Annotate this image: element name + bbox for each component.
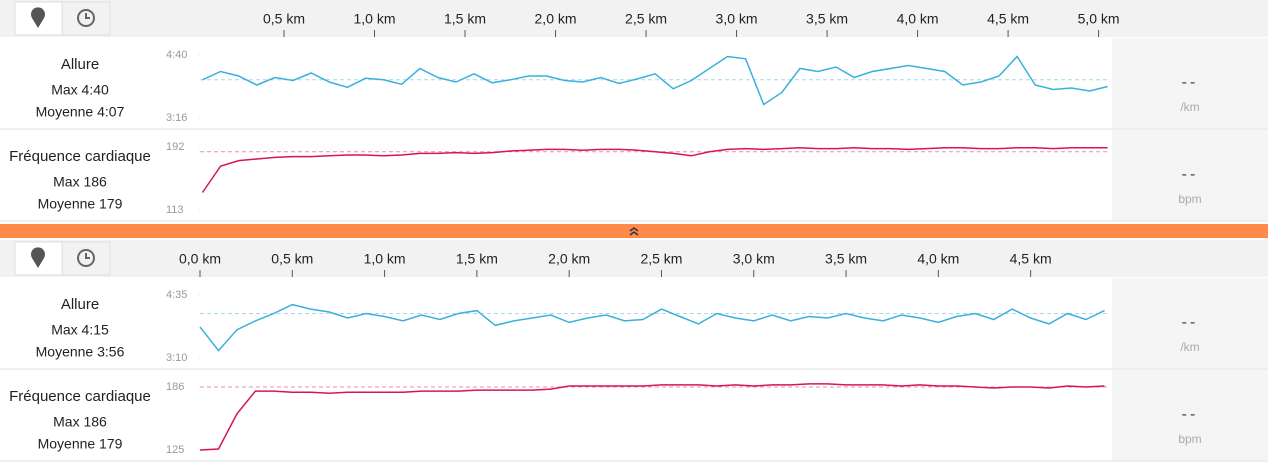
current-panel xyxy=(1112,38,1268,128)
row-separator xyxy=(0,460,1268,462)
row-separator xyxy=(0,220,1268,222)
x-tick-label: 4,0 km xyxy=(917,251,959,267)
x-tick-label: 1,5 km xyxy=(456,251,498,267)
row-max: Max 186 xyxy=(53,174,107,190)
y-tick-label: 3:10 xyxy=(166,352,187,364)
x-tick-label: 3,0 km xyxy=(733,251,775,267)
current-panel xyxy=(1112,130,1268,220)
y-tick-label: 4:40 xyxy=(166,49,187,61)
row-max: Max 4:15 xyxy=(51,322,109,338)
data-line xyxy=(201,147,1108,193)
current-unit: /km xyxy=(1180,100,1199,114)
x-tick-label: 2,0 km xyxy=(535,11,577,27)
x-tick-label: 0,5 km xyxy=(263,11,305,27)
row-average: Moyenne 3:56 xyxy=(36,344,125,360)
row-average: Moyenne 4:07 xyxy=(36,104,125,120)
pin-icon xyxy=(31,247,46,268)
clock-icon xyxy=(77,249,95,267)
y-tick-label: 125 xyxy=(166,444,184,456)
clock-icon xyxy=(77,9,95,27)
y-tick-label: 3:16 xyxy=(166,112,187,124)
row-title: Fréquence cardiaque xyxy=(9,388,151,405)
data-line xyxy=(199,383,1105,451)
splitter-icon[interactable] xyxy=(629,227,639,236)
row-max: Max 186 xyxy=(53,414,107,430)
y-tick-label: 192 xyxy=(166,141,184,153)
axis-header xyxy=(0,0,1268,37)
clock-hands xyxy=(85,13,90,19)
row-separator xyxy=(0,368,1268,370)
row-title: Fréquence cardiaque xyxy=(9,148,151,165)
splitter[interactable] xyxy=(0,224,1268,238)
current-unit: /km xyxy=(1180,340,1199,354)
pin-icon xyxy=(31,7,45,28)
current-panel xyxy=(1112,278,1268,368)
row-separator xyxy=(0,128,1268,130)
x-tick-label: 3,5 km xyxy=(825,251,867,267)
data-line xyxy=(199,303,1105,352)
y-tick-label: 113 xyxy=(166,204,184,216)
axis-header xyxy=(0,240,1268,277)
x-tick-label: 4,0 km xyxy=(897,11,939,27)
current-panel xyxy=(1112,370,1268,460)
current-unit: bpm xyxy=(1178,432,1201,446)
x-tick-label: 1,0 km xyxy=(353,11,395,27)
clock-hands xyxy=(85,253,90,259)
x-tick-label: 5,0 km xyxy=(1078,11,1120,27)
row-average: Moyenne 179 xyxy=(38,196,123,212)
row-title: Allure xyxy=(61,296,99,313)
x-tick-label: 0,0 km xyxy=(179,251,221,267)
x-tick-label: 2,5 km xyxy=(625,11,667,27)
row-average: Moyenne 179 xyxy=(38,436,123,452)
row-max: Max 4:40 xyxy=(51,82,109,98)
x-tick-label: 3,5 km xyxy=(806,11,848,27)
x-tick-label: 2,5 km xyxy=(640,251,682,267)
current-value: -- xyxy=(1182,74,1199,91)
current-value: -- xyxy=(1182,166,1199,183)
current-value: -- xyxy=(1182,314,1199,331)
current-value: -- xyxy=(1182,406,1199,423)
data-line xyxy=(202,55,1108,106)
y-tick-label: 4:35 xyxy=(166,289,187,301)
y-tick-label: 186 xyxy=(166,381,184,393)
x-tick-label: 3,0 km xyxy=(716,11,758,27)
x-tick-label: 2,0 km xyxy=(548,251,590,267)
x-tick-label: 0,5 km xyxy=(271,251,313,267)
x-tick-label: 1,0 km xyxy=(364,251,406,267)
x-tick-label: 4,5 km xyxy=(987,11,1029,27)
x-tick-label: 1,5 km xyxy=(444,11,486,27)
x-tick-label: 4,5 km xyxy=(1010,251,1052,267)
row-title: Allure xyxy=(61,56,99,73)
current-unit: bpm xyxy=(1178,192,1201,206)
